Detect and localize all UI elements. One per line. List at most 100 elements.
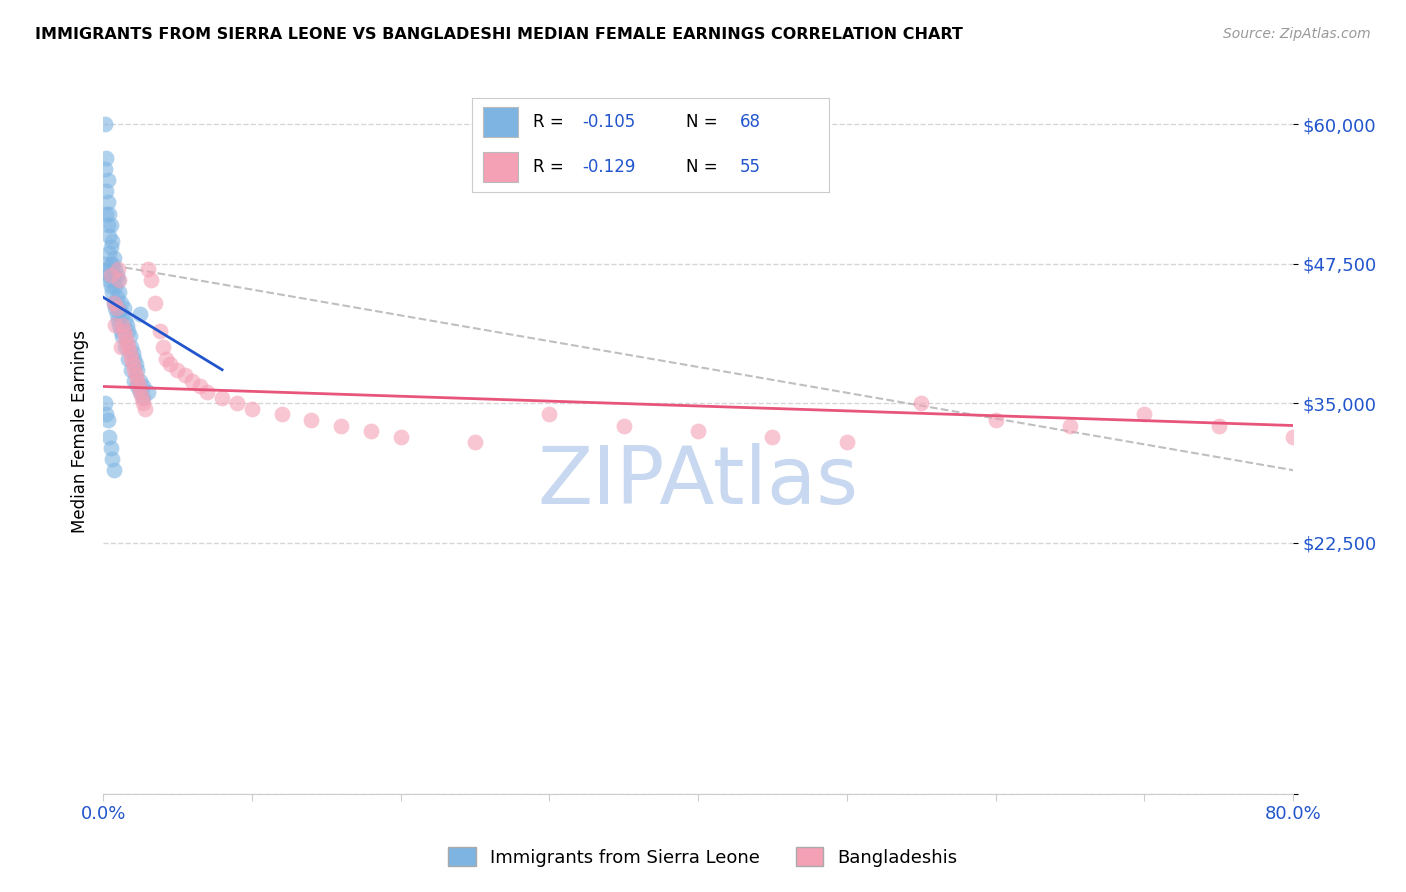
Point: [97, 413, 120, 427]
Point: [134, 401, 156, 416]
Point: [110, 295, 132, 310]
Point: [100, 268, 122, 282]
Point: [105, 301, 128, 316]
Point: [103, 295, 125, 310]
Point: [112, 324, 135, 338]
Point: [103, 268, 125, 282]
Point: [152, 340, 174, 354]
Point: [111, 318, 134, 332]
Point: [761, 430, 783, 444]
Point: [1133, 408, 1156, 422]
Point: [686, 424, 709, 438]
Point: [115, 318, 138, 332]
Point: [159, 357, 181, 371]
Point: [120, 351, 142, 366]
Point: [105, 307, 128, 321]
Point: [94, 264, 117, 278]
Point: [127, 374, 149, 388]
Point: [181, 374, 204, 388]
Point: [174, 368, 197, 383]
Point: [124, 363, 146, 377]
Text: ZIPAtlas: ZIPAtlas: [537, 442, 859, 521]
Point: [110, 340, 132, 354]
Point: [100, 240, 122, 254]
Point: [129, 385, 152, 400]
Point: [98, 273, 121, 287]
Point: [93, 161, 115, 176]
Point: [117, 351, 139, 366]
Point: [1059, 418, 1081, 433]
Point: [111, 329, 134, 343]
Point: [122, 346, 145, 360]
Point: [464, 435, 486, 450]
Point: [97, 218, 120, 232]
Point: [835, 435, 858, 450]
Point: [101, 452, 124, 467]
Point: [128, 379, 150, 393]
Point: [155, 351, 177, 366]
Point: [910, 396, 932, 410]
Point: [143, 295, 166, 310]
Point: [129, 385, 152, 400]
Point: [117, 340, 139, 354]
Point: [100, 441, 122, 455]
Point: [139, 273, 162, 287]
Point: [93, 396, 115, 410]
Point: [118, 346, 141, 360]
Point: [984, 413, 1007, 427]
Point: [114, 312, 136, 326]
Point: [131, 391, 153, 405]
Point: [103, 251, 125, 265]
Point: [93, 117, 115, 131]
Point: [132, 396, 155, 410]
Text: IMMIGRANTS FROM SIERRA LEONE VS BANGLADESHI MEDIAN FEMALE EARNINGS CORRELATION C: IMMIGRANTS FROM SIERRA LEONE VS BANGLADE…: [35, 27, 963, 42]
Legend: Immigrants from Sierra Leone, Bangladeshis: Immigrants from Sierra Leone, Bangladesh…: [441, 840, 965, 874]
Point: [226, 396, 249, 410]
Point: [124, 374, 146, 388]
Point: [104, 301, 127, 316]
Point: [104, 262, 127, 277]
Point: [94, 151, 117, 165]
Point: [129, 307, 152, 321]
Point: [166, 363, 188, 377]
Text: Source: ZipAtlas.com: Source: ZipAtlas.com: [1223, 27, 1371, 41]
Point: [97, 268, 120, 282]
Point: [108, 318, 131, 332]
Point: [117, 324, 139, 338]
Point: [125, 357, 148, 371]
Point: [112, 301, 135, 316]
Point: [129, 374, 152, 388]
Point: [330, 418, 353, 433]
Point: [108, 285, 131, 299]
Point: [114, 329, 136, 343]
Point: [149, 324, 172, 338]
Point: [97, 173, 120, 187]
Point: [136, 385, 159, 400]
Point: [195, 385, 218, 400]
Point: [211, 391, 233, 405]
Point: [188, 379, 211, 393]
Point: [100, 279, 122, 293]
Point: [107, 312, 129, 326]
Point: [389, 430, 412, 444]
Point: [107, 301, 129, 316]
Point: [101, 285, 124, 299]
Point: [105, 290, 128, 304]
Point: [94, 408, 117, 422]
Point: [101, 257, 124, 271]
Point: [111, 307, 134, 321]
Point: [127, 379, 149, 393]
Point: [1208, 418, 1230, 433]
Point: [110, 324, 132, 338]
Point: [94, 184, 117, 198]
Point: [98, 245, 121, 260]
Point: [136, 262, 159, 277]
Point: [120, 340, 142, 354]
Point: [101, 235, 124, 249]
Point: [98, 430, 121, 444]
Point: [100, 218, 122, 232]
Point: [132, 391, 155, 405]
Point: [93, 257, 115, 271]
Point: [270, 408, 292, 422]
Point: [538, 408, 561, 422]
